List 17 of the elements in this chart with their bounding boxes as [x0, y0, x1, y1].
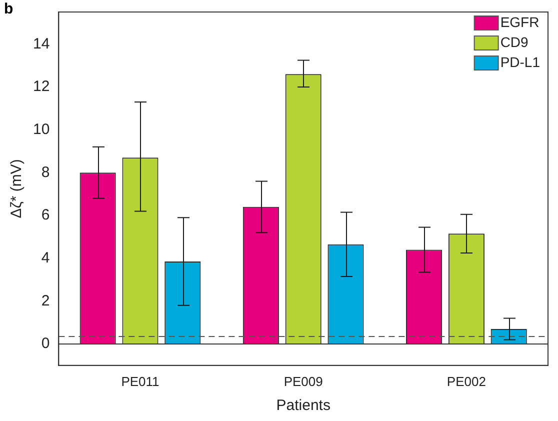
y-tick-label: 12 [32, 78, 50, 96]
x-tick-label: PE002 [446, 374, 486, 389]
y-tick-label: 4 [41, 249, 50, 266]
y-tick-label: 2 [41, 292, 50, 310]
text: b [4, 0, 14, 18]
y-tick-label: 8 [41, 164, 50, 181]
x-tick-label: PE009 [284, 374, 323, 389]
legend-label: CD9 [500, 34, 529, 50]
y-axis-title: Δζ* (mV) [8, 159, 26, 218]
y-tick-label: 0 [41, 335, 50, 352]
y-tick-label: 14 [32, 35, 50, 52]
y-tick-label: 6 [41, 206, 50, 224]
x-tick-label: PE011 [121, 374, 160, 389]
legend-label: PD-L1 [500, 54, 540, 70]
x-axis-title: Patients [276, 397, 330, 414]
y-tick-label: 10 [32, 120, 50, 138]
legend-label: EGFR [500, 14, 540, 30]
